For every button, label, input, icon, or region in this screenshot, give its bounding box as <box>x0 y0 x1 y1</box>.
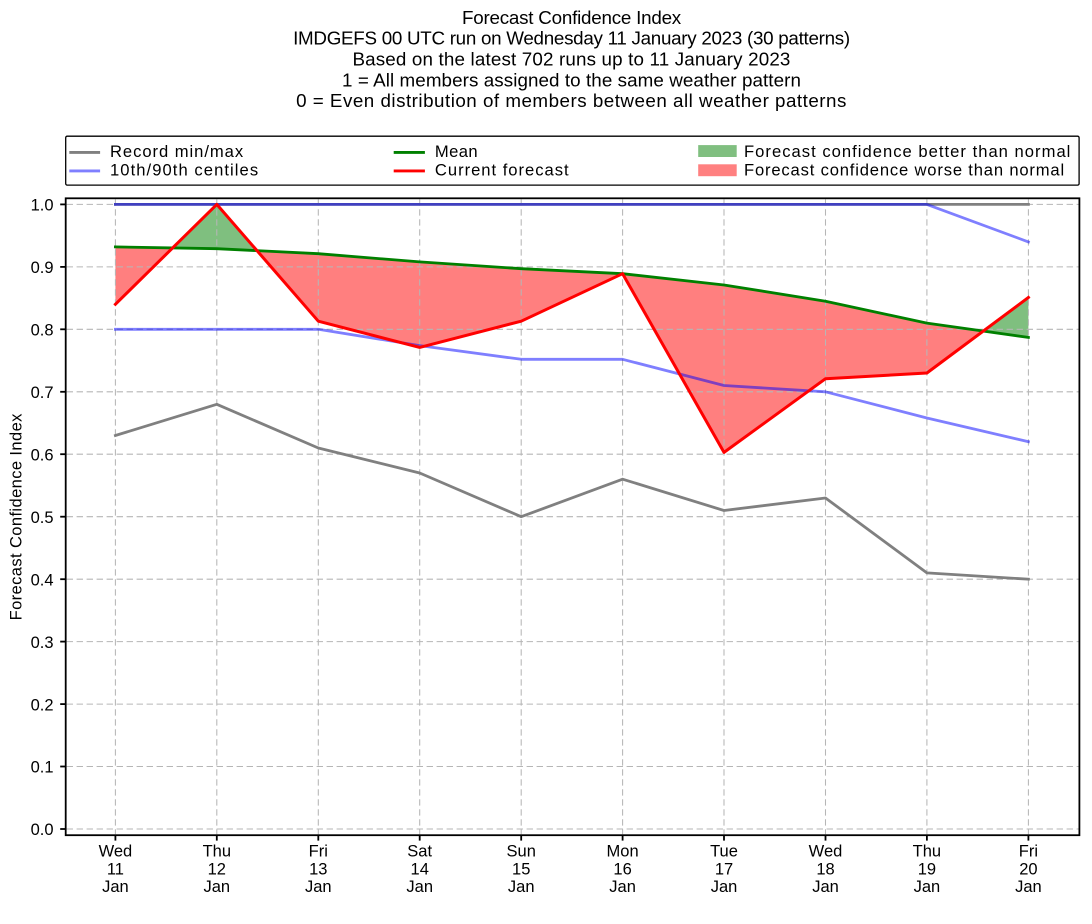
svg-text:0.3: 0.3 <box>31 634 54 652</box>
svg-text:Forecast confidence better tha: Forecast confidence better than normal <box>744 142 1071 161</box>
svg-text:0.7: 0.7 <box>31 384 54 402</box>
svg-text:20: 20 <box>1019 861 1037 879</box>
svg-text:Thu: Thu <box>913 843 941 861</box>
svg-text:18: 18 <box>816 861 834 879</box>
svg-text:Jan: Jan <box>1015 878 1042 896</box>
svg-text:14: 14 <box>411 861 429 879</box>
svg-text:Wed: Wed <box>809 843 843 861</box>
svg-text:Mean: Mean <box>435 142 478 161</box>
svg-text:Based on the latest 702 runs u: Based on the latest 702 runs up to 11 Ja… <box>352 49 790 70</box>
svg-text:0.2: 0.2 <box>31 696 54 714</box>
svg-text:Current forecast: Current forecast <box>435 160 570 179</box>
svg-text:Sat: Sat <box>407 843 432 861</box>
svg-text:Forecast confidence worse than: Forecast confidence worse than normal <box>744 160 1065 179</box>
svg-text:Record min/max: Record min/max <box>110 142 244 161</box>
svg-text:IMDGEFS 00 UTC run on Wednesda: IMDGEFS 00 UTC run on Wednesday 11 Janua… <box>293 28 850 49</box>
svg-text:Jan: Jan <box>305 878 332 896</box>
svg-text:Mon: Mon <box>607 843 639 861</box>
svg-text:0.0: 0.0 <box>31 821 54 839</box>
svg-text:Jan: Jan <box>508 878 535 896</box>
svg-text:19: 19 <box>918 861 936 879</box>
svg-text:11: 11 <box>107 861 124 879</box>
svg-text:0.6: 0.6 <box>31 446 54 464</box>
svg-text:0.5: 0.5 <box>31 509 54 527</box>
svg-text:17: 17 <box>715 861 733 879</box>
svg-text:0.8: 0.8 <box>31 322 54 340</box>
svg-text:Forecast Confidence Index: Forecast Confidence Index <box>7 413 25 621</box>
svg-text:1.0: 1.0 <box>31 197 54 215</box>
svg-text:12: 12 <box>208 861 226 879</box>
svg-text:Jan: Jan <box>609 878 636 896</box>
svg-text:Jan: Jan <box>102 878 129 896</box>
svg-text:0.4: 0.4 <box>31 571 54 589</box>
svg-text:Fri: Fri <box>1019 843 1038 861</box>
svg-text:Jan: Jan <box>812 878 839 896</box>
svg-text:Jan: Jan <box>406 878 433 896</box>
svg-text:0.9: 0.9 <box>31 259 54 277</box>
svg-text:15: 15 <box>512 861 530 879</box>
svg-text:Jan: Jan <box>203 878 230 896</box>
svg-text:Thu: Thu <box>203 843 231 861</box>
svg-text:Jan: Jan <box>711 878 738 896</box>
svg-text:Forecast Confidence Index: Forecast Confidence Index <box>462 7 682 28</box>
svg-text:13: 13 <box>309 861 327 879</box>
svg-text:Sun: Sun <box>507 843 536 861</box>
svg-text:Wed: Wed <box>99 843 133 861</box>
svg-text:1 = All members assigned to th: 1 = All members assigned to the same wea… <box>342 69 801 90</box>
svg-text:Tue: Tue <box>710 843 738 861</box>
svg-text:0 = Even distribution of membe: 0 = Even distribution of members between… <box>296 90 847 111</box>
svg-text:0.1: 0.1 <box>31 759 54 777</box>
svg-text:Fri: Fri <box>309 843 328 861</box>
svg-text:Jan: Jan <box>914 878 941 896</box>
svg-text:16: 16 <box>613 861 631 879</box>
svg-text:10th/90th centiles: 10th/90th centiles <box>110 160 259 179</box>
